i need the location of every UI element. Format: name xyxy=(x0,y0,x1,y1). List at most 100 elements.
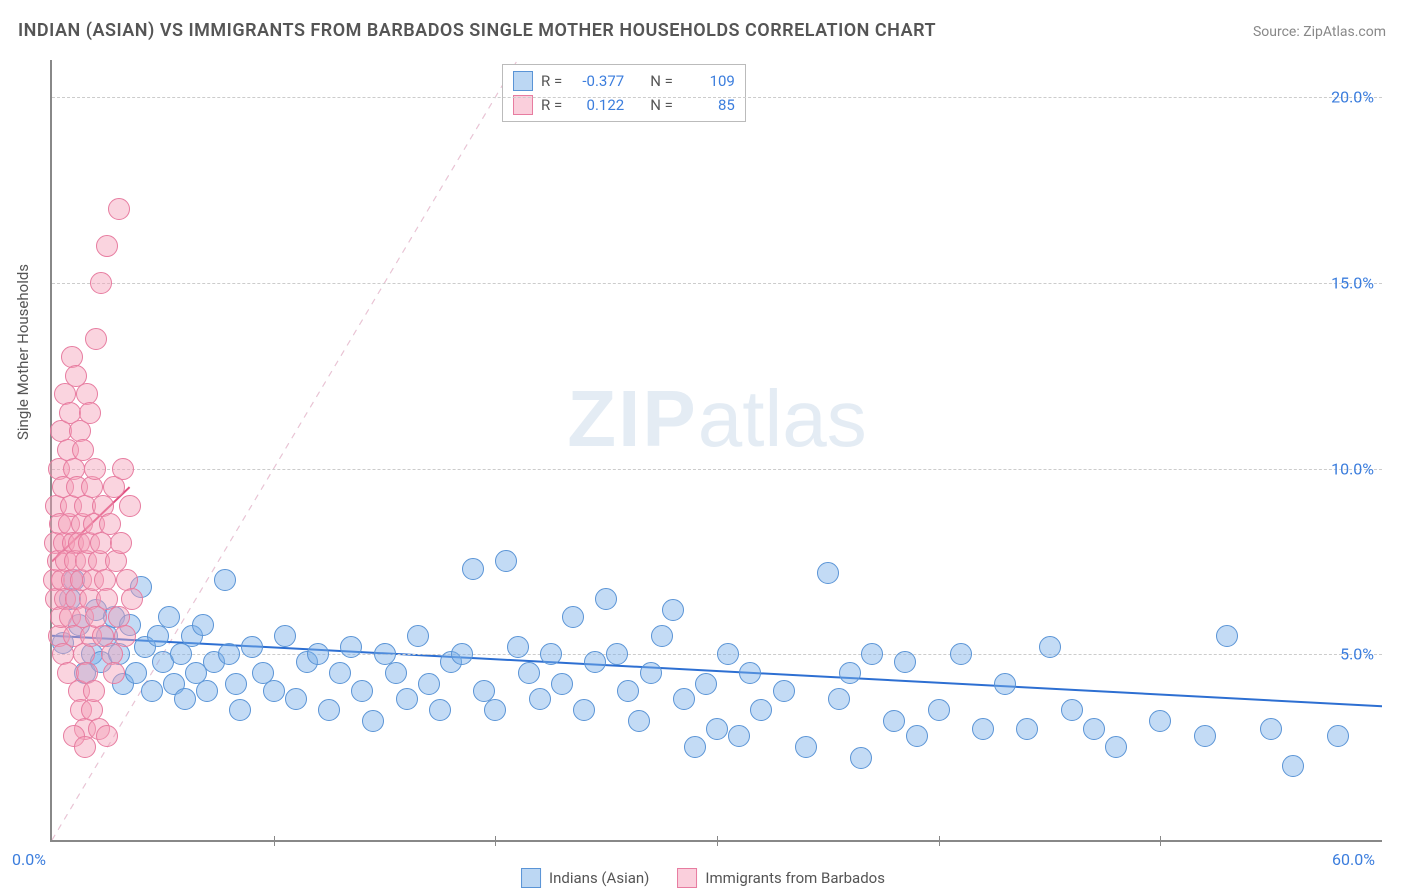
data-point-blue xyxy=(906,725,928,747)
data-point-blue xyxy=(174,688,196,710)
data-point-blue xyxy=(861,643,883,665)
data-point-blue xyxy=(695,673,717,695)
data-point-blue xyxy=(773,680,795,702)
data-point-blue xyxy=(1149,710,1171,732)
data-point-blue xyxy=(318,699,340,721)
r-value-pink: 0.122 xyxy=(570,96,624,114)
data-point-blue xyxy=(795,736,817,758)
data-point-blue xyxy=(706,718,728,740)
data-point-pink xyxy=(108,198,130,220)
data-point-blue xyxy=(529,688,551,710)
x-tick-label: 0.0% xyxy=(12,850,46,869)
data-point-blue xyxy=(1260,718,1282,740)
data-point-blue xyxy=(606,643,628,665)
data-point-blue xyxy=(362,710,384,732)
data-point-blue xyxy=(950,643,972,665)
data-point-blue xyxy=(728,725,750,747)
data-point-blue xyxy=(507,636,529,658)
legend-label-pink: Immigrants from Barbados xyxy=(705,869,885,887)
data-point-pink xyxy=(96,235,118,257)
data-point-blue xyxy=(429,699,451,721)
data-point-blue xyxy=(495,550,517,572)
data-point-blue xyxy=(225,673,247,695)
data-point-blue xyxy=(307,643,329,665)
data-point-pink xyxy=(103,662,125,684)
data-point-blue xyxy=(241,636,263,658)
y-tick-label: 10.0% xyxy=(1331,459,1374,478)
data-point-blue xyxy=(640,662,662,684)
data-point-blue xyxy=(584,651,606,673)
data-point-blue xyxy=(894,651,916,673)
data-point-blue xyxy=(1016,718,1038,740)
data-point-pink xyxy=(74,736,96,758)
data-point-blue xyxy=(839,662,861,684)
data-point-blue xyxy=(928,699,950,721)
data-point-blue xyxy=(147,625,169,647)
data-point-blue xyxy=(1282,755,1304,777)
gridline-h xyxy=(52,283,1382,284)
watermark: ZIPatlas xyxy=(567,373,866,465)
data-point-blue xyxy=(828,688,850,710)
swatch-blue-icon xyxy=(513,71,533,91)
data-point-blue xyxy=(1194,725,1216,747)
y-tick-label: 15.0% xyxy=(1331,273,1374,292)
y-axis-label: Single Mother Households xyxy=(14,264,32,440)
swatch-pink-icon xyxy=(677,868,697,888)
chart-container: INDIAN (ASIAN) VS IMMIGRANTS FROM BARBAD… xyxy=(0,0,1406,892)
data-point-blue xyxy=(540,643,562,665)
data-point-blue xyxy=(883,710,905,732)
data-point-blue xyxy=(1039,636,1061,658)
data-point-pink xyxy=(83,680,105,702)
gridline-h xyxy=(52,469,1382,470)
stats-legend-box: R = -0.377 N = 109 R = 0.122 N = 85 xyxy=(502,64,746,122)
data-point-blue xyxy=(972,718,994,740)
data-point-blue xyxy=(518,662,540,684)
n-value-blue: 109 xyxy=(681,72,735,90)
data-point-pink xyxy=(85,328,107,350)
data-point-blue xyxy=(462,558,484,580)
data-point-blue xyxy=(717,643,739,665)
x-tick-label: 60.0% xyxy=(1332,850,1375,869)
data-point-blue xyxy=(562,606,584,628)
data-point-blue xyxy=(1105,736,1127,758)
data-point-pink xyxy=(112,458,134,480)
data-point-blue xyxy=(651,625,673,647)
x-tick-minor xyxy=(717,836,718,846)
data-point-blue xyxy=(285,688,307,710)
data-point-pink xyxy=(96,725,118,747)
data-point-pink xyxy=(90,272,112,294)
data-point-blue xyxy=(351,680,373,702)
data-point-blue xyxy=(451,643,473,665)
data-point-blue xyxy=(484,699,506,721)
data-point-blue xyxy=(1216,625,1238,647)
data-point-blue xyxy=(662,599,684,621)
plot-area: ZIPatlas R = -0.377 N = 109 R = 0.122 N … xyxy=(50,60,1382,842)
data-point-blue xyxy=(196,680,218,702)
data-point-pink xyxy=(119,495,141,517)
data-point-blue xyxy=(192,614,214,636)
data-point-blue xyxy=(125,662,147,684)
data-point-blue xyxy=(595,588,617,610)
data-point-blue xyxy=(418,673,440,695)
data-point-pink xyxy=(79,402,101,424)
data-point-blue xyxy=(1327,725,1349,747)
data-point-blue xyxy=(573,699,595,721)
data-point-pink xyxy=(84,458,106,480)
data-point-blue xyxy=(994,673,1016,695)
y-tick-label: 20.0% xyxy=(1331,88,1374,107)
legend-item-pink: Immigrants from Barbados xyxy=(677,868,885,888)
y-tick-label: 5.0% xyxy=(1340,645,1374,664)
x-tick-minor xyxy=(274,836,275,846)
data-point-blue xyxy=(274,625,296,647)
data-point-pink xyxy=(114,625,136,647)
data-point-blue xyxy=(263,680,285,702)
legend-label-blue: Indians (Asian) xyxy=(549,869,649,887)
x-tick-minor xyxy=(495,836,496,846)
legend-item-blue: Indians (Asian) xyxy=(521,868,649,888)
data-point-blue xyxy=(628,710,650,732)
chart-title: INDIAN (ASIAN) VS IMMIGRANTS FROM BARBAD… xyxy=(18,20,936,41)
data-point-blue xyxy=(396,688,418,710)
data-point-blue xyxy=(218,643,240,665)
data-point-blue xyxy=(214,569,236,591)
source-label: Source: ZipAtlas.com xyxy=(1253,24,1386,40)
